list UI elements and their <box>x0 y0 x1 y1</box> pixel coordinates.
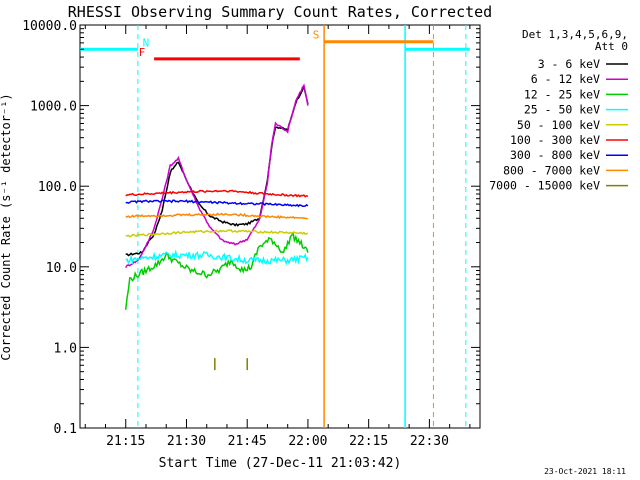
plot-frame <box>79 24 481 429</box>
x-axis-label: Start Time (27-Dec-11 21:03:42) <box>159 456 402 471</box>
legend-header: Att 0 <box>595 40 628 53</box>
y-tick-label: 1000.0 <box>30 100 77 115</box>
footer-date: 23-Oct-2021 18:11 <box>544 467 626 476</box>
legend-entry-label: 7000 - 15000 keV <box>489 179 600 193</box>
x-tick-label: 21:45 <box>228 434 267 449</box>
x-tick-label: 21:30 <box>167 434 206 449</box>
plot-area: NF S <box>79 24 481 429</box>
series-line <box>125 229 308 238</box>
series-line <box>125 84 309 269</box>
y-axis-label: Corrected Count Rate (s⁻¹ detector⁻¹) <box>0 93 13 360</box>
y-tick-label: 0.1 <box>54 422 77 437</box>
legend-entry-label: 3 - 6 keV <box>538 57 600 71</box>
flag-label: F <box>139 46 146 59</box>
legend-entry-label: 800 - 7000 keV <box>503 163 600 177</box>
y-tick-label: 1.0 <box>54 341 77 356</box>
x-tick-label: 22:00 <box>288 434 327 449</box>
legend-header: Det 1,3,4,5,6,9, <box>522 28 628 41</box>
legend-entry-label: 300 - 800 keV <box>510 148 600 162</box>
y-axis: 0.1 1.0 10.0 100.0 1000.0 10000.0 <box>22 19 480 437</box>
legend-entry-label: 6 - 12 keV <box>531 72 600 86</box>
y-tick-label: 10.0 <box>46 261 77 276</box>
flag-label: S <box>313 29 320 42</box>
series-line <box>125 212 309 220</box>
series-line <box>124 230 309 310</box>
y-tick-label: 10000.0 <box>22 19 77 34</box>
series-line <box>125 199 309 208</box>
x-tick-label: 22:30 <box>410 434 449 449</box>
legend-entry-label: 100 - 300 keV <box>510 133 600 147</box>
series-line <box>125 83 309 257</box>
chart-title: RHESSI Observing Summary Count Rates, Co… <box>68 3 492 21</box>
series-line <box>125 189 309 198</box>
x-axis: 21:15 21:30 21:45 22:00 22:15 22:30 <box>84 25 471 449</box>
x-tick-label: 21:15 <box>106 434 145 449</box>
legend-entry-label: 50 - 100 keV <box>517 118 600 132</box>
series-line <box>125 249 309 266</box>
x-tick-label: 22:15 <box>349 434 388 449</box>
y-tick-label: 100.0 <box>38 180 77 195</box>
legend-entry-label: 25 - 50 keV <box>524 103 600 117</box>
flag-label: N <box>143 36 150 49</box>
legend-entry-label: 12 - 25 keV <box>524 87 600 101</box>
